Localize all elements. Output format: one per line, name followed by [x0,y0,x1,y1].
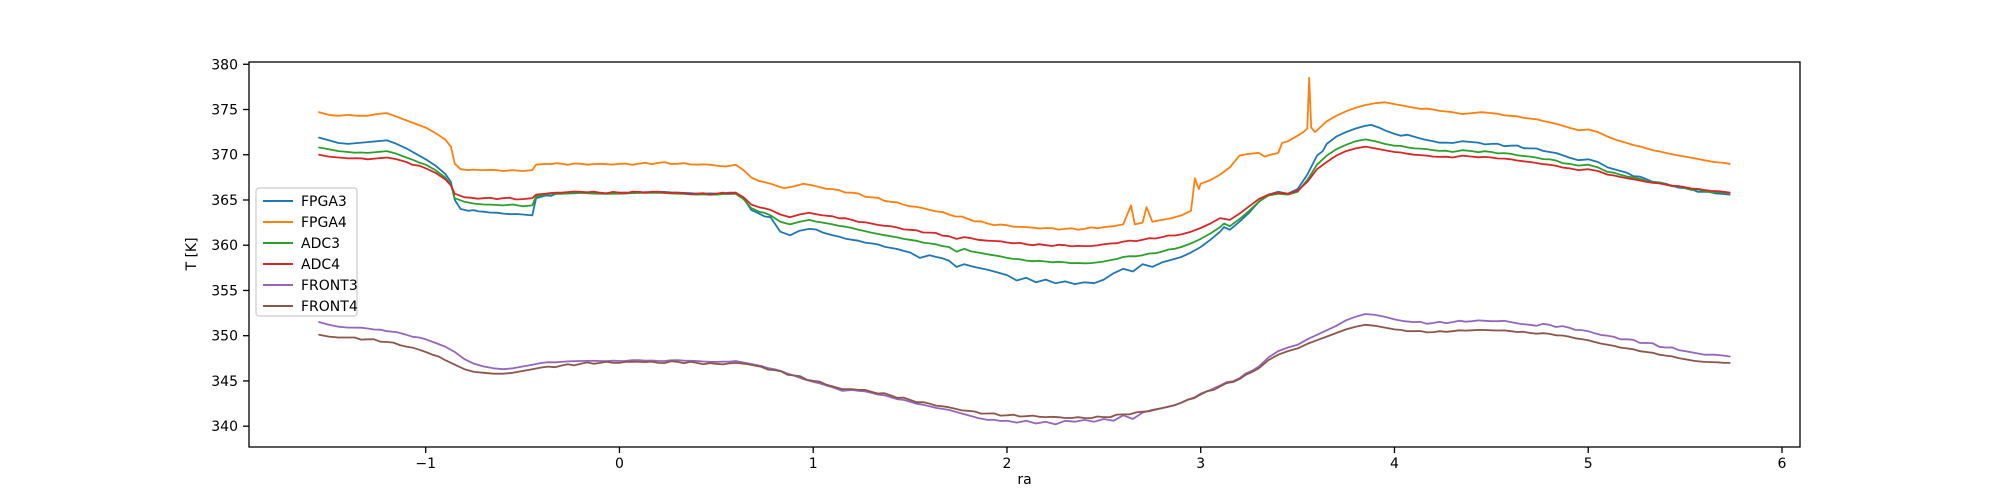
series-lines [318,76,1731,426]
series-FRONT3 [318,313,1731,426]
series-ADC3 [318,138,1731,265]
x-tick-label: 0 [615,456,624,472]
series-FRONT4 [318,323,1731,420]
axes-spines [248,61,1801,448]
axes [243,61,1801,453]
x-tick-label: 4 [1390,456,1399,472]
y-tick-label: 345 [211,374,238,390]
x-axis-label: ra [1017,472,1031,488]
legend: FPGA3 FPGA4 ADC3 ADC4 FRONT3 FRONT4 [255,187,358,317]
y-axis-label: T [K] [184,237,200,271]
y-tick-label: 375 [211,103,238,119]
x-tick-label: 5 [1584,456,1593,472]
y-tick-label: 365 [211,193,238,209]
y-tick-label: 350 [211,329,238,345]
legend-label-FRONT3: FRONT3 [301,278,358,294]
legend-label-ADC4: ADC4 [301,257,340,273]
series-ADC4 [318,145,1731,248]
legend-label-FPGA4: FPGA4 [301,215,347,231]
plot-area [249,62,1800,447]
y-tick-label: 370 [211,148,238,164]
y-tick-label: 340 [211,419,238,435]
x-tick-label: 1 [809,456,818,472]
plot-background [249,62,1800,447]
x-tick-label: 2 [1003,456,1012,472]
y-tick-label: 355 [211,283,238,299]
series-FPGA4 [318,76,1731,231]
legend-label-FRONT4: FRONT4 [301,299,358,315]
x-tick-label: 6 [1778,456,1787,472]
x-tick-label: −1 [415,456,436,472]
y-tick-label: 360 [211,238,238,254]
legend-label-FPGA3: FPGA3 [301,194,347,210]
x-tick-label: 3 [1196,456,1205,472]
legend-label-ADC3: ADC3 [301,236,340,252]
y-tick-label: 380 [211,57,238,73]
